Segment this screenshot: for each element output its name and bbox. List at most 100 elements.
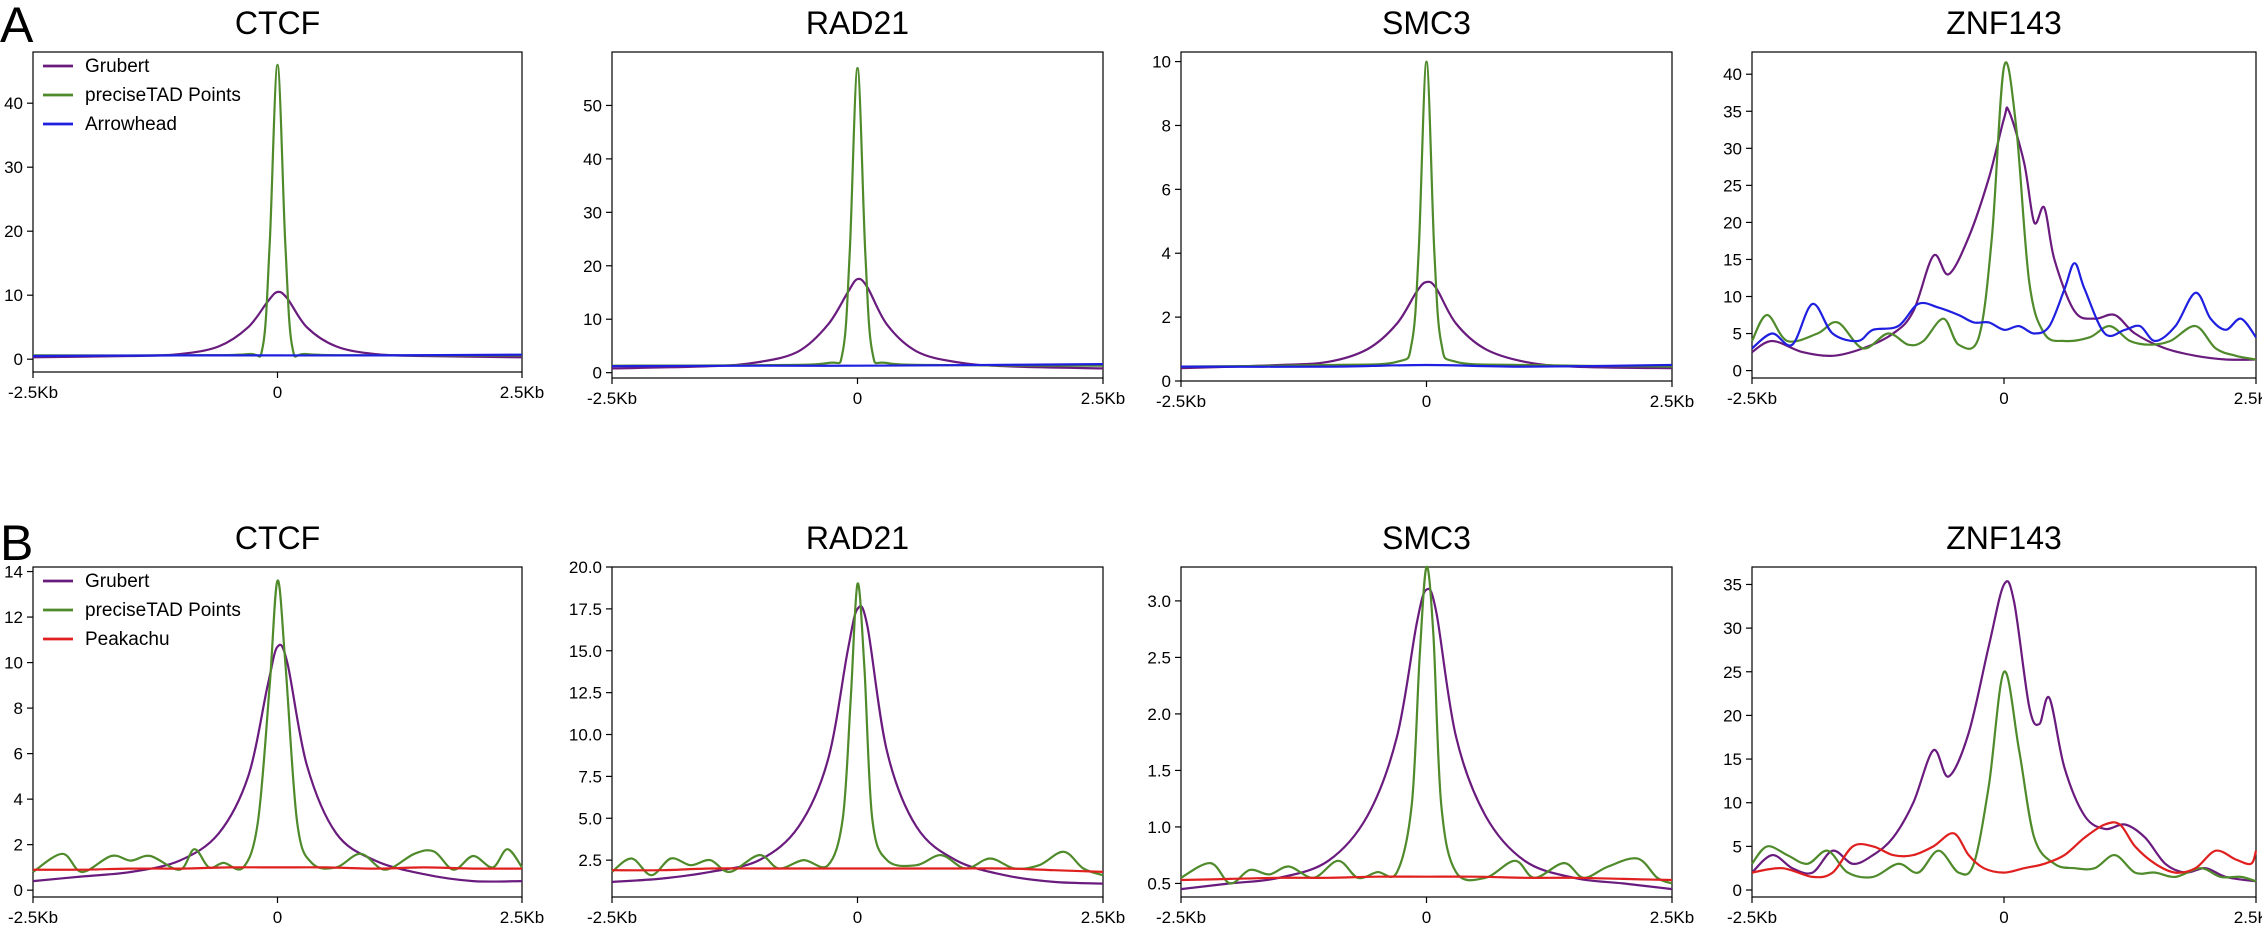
plot-a-znf143-ytick-label: 15 bbox=[1723, 250, 1742, 269]
plot-b-smc3-ytick-label: 1.0 bbox=[1147, 818, 1171, 837]
plot-a-rad21-series-grubert bbox=[611, 277, 1104, 370]
legend-label-precisetad-points: preciseTAD Points bbox=[85, 85, 241, 106]
plot-b-rad21-xtick-label: 2.5Kb bbox=[1081, 908, 1125, 927]
plot-a-ctcf-series-precisetad-points bbox=[32, 63, 523, 358]
plot-b-rad21-frame bbox=[611, 566, 1104, 898]
plot-a-smc3-ytick-label: 4 bbox=[1162, 244, 1171, 263]
plot-b-rad21-series-grubert bbox=[611, 604, 1104, 885]
plot-a-rad21-xtick-label: -2.5Kb bbox=[587, 389, 637, 408]
plot-b-smc3-frame bbox=[1180, 566, 1673, 898]
plot-b-rad21-ytick-label: 10.0 bbox=[569, 726, 602, 745]
plot-b-rad21-ytick-label: 5.0 bbox=[578, 809, 602, 828]
plot-a-znf143-ytick-label: 30 bbox=[1723, 139, 1742, 158]
plot-b-znf143-ytick-label: 35 bbox=[1723, 575, 1742, 594]
plot-b-znf143-ytick-label: 0 bbox=[1733, 881, 1742, 900]
plot-a-rad21-ytick-label: 0 bbox=[593, 364, 602, 383]
plot-a-smc3-xtick-label: -2.5Kb bbox=[1156, 392, 1206, 411]
plot-a-ctcf-ytick-label: 40 bbox=[4, 94, 23, 113]
plot-a-ctcf-ytick-label: 20 bbox=[4, 222, 23, 241]
plot-a-ctcf: CTCF 0 10 20 30 40 -2.5Kb 0 2.5Kb Grubert preciseT… bbox=[4, 5, 544, 402]
plot-b-ctcf-xtick-label: 0 bbox=[273, 908, 282, 927]
plot-b-ctcf-series-peakachu bbox=[32, 866, 523, 871]
plot-a-smc3-ytick-label: 6 bbox=[1162, 180, 1171, 199]
plot-a-smc3-series-precisetad-points bbox=[1180, 60, 1673, 368]
plot-b-smc3-xtick-label: 2.5Kb bbox=[1650, 908, 1694, 927]
plot-b-znf143-ytick-label: 30 bbox=[1723, 619, 1742, 638]
plot-a-smc3-frame bbox=[1180, 51, 1673, 382]
plot-a-rad21-title: RAD21 bbox=[806, 5, 909, 41]
plot-a-ctcf-series-arrowhead bbox=[32, 353, 523, 358]
plot-a-rad21-ytick-label: 50 bbox=[583, 96, 602, 115]
plot-b-rad21-ytick-label: 12.5 bbox=[569, 684, 602, 703]
plot-a-ctcf-title: CTCF bbox=[235, 5, 320, 41]
plot-a-ctcf-ytick-label: 10 bbox=[4, 286, 23, 305]
plot-a-znf143-ytick-label: 5 bbox=[1733, 325, 1742, 344]
plot-b-znf143-series-grubert bbox=[1751, 580, 2257, 883]
plot-b-smc3: SMC3 0.5 1.0 1.5 2.0 2.5 3.0 -2.5Kb 0 2.5Kb bbox=[1147, 520, 1694, 927]
legend-label-precisetad-points: preciseTAD Points bbox=[85, 600, 241, 621]
plot-a-rad21-frame bbox=[611, 51, 1104, 379]
plot-b-ctcf-title: CTCF bbox=[235, 520, 320, 556]
plot-b-ctcf-ytick-label: 8 bbox=[14, 699, 23, 718]
plot-a-smc3-series-arrowhead bbox=[1180, 363, 1673, 368]
plot-a-rad21-ytick-label: 30 bbox=[583, 203, 602, 222]
plot-b-znf143-xtick-label: -2.5Kb bbox=[1727, 908, 1777, 927]
plot-a-rad21: RAD21 0 10 20 30 40 50 -2.5Kb 0 2.5Kb bbox=[583, 5, 1125, 408]
plot-a-ctcf-series-grubert bbox=[32, 290, 523, 359]
plot-b-rad21-ytick-label: 15.0 bbox=[569, 642, 602, 661]
plot-a-ctcf-xtick-label: -2.5Kb bbox=[8, 383, 58, 402]
plot-a-znf143: ZNF143 0 5 10 15 20 25 30 35 40 -2.5Kb 0 2.5Kb bbox=[1723, 5, 2262, 408]
plot-b-ctcf-ytick-label: 0 bbox=[14, 881, 23, 900]
plot-a-ctcf-ytick-label: 0 bbox=[14, 350, 23, 369]
plot-b-znf143-series-precisetad-points bbox=[1751, 670, 2257, 883]
plot-b-rad21-xtick-label: -2.5Kb bbox=[587, 908, 637, 927]
plot-b-rad21-series-peakachu bbox=[611, 867, 1104, 873]
plot-a-smc3-series-grubert bbox=[1180, 280, 1673, 370]
plot-b-znf143-ytick-label: 25 bbox=[1723, 663, 1742, 682]
plot-a-znf143-xtick-label: 2.5Kb bbox=[2234, 389, 2262, 408]
plot-b-smc3-ytick-label: 0.5 bbox=[1147, 874, 1171, 893]
plot-b-rad21-series-precisetad-points bbox=[611, 582, 1104, 877]
plot-a-znf143-ytick-label: 25 bbox=[1723, 176, 1742, 195]
plot-b-smc3-xtick-label: 0 bbox=[1422, 908, 1431, 927]
plot-a-znf143-ytick-label: 10 bbox=[1723, 288, 1742, 307]
plot-b-znf143-ytick-label: 10 bbox=[1723, 794, 1742, 813]
plot-b-smc3-series-precisetad-points bbox=[1180, 565, 1673, 885]
plot-a-znf143-ytick-label: 40 bbox=[1723, 65, 1742, 84]
plot-a-smc3-ytick-label: 10 bbox=[1152, 53, 1171, 72]
plot-a-rad21-series-precisetad-points bbox=[611, 66, 1104, 367]
plot-a-smc3-ytick-label: 8 bbox=[1162, 116, 1171, 135]
plot-b-smc3-series-grubert bbox=[1180, 587, 1673, 891]
plot-b-znf143-series-peakachu bbox=[1751, 821, 2258, 879]
plot-b-ctcf-ytick-label: 6 bbox=[14, 745, 23, 764]
plot-a-ctcf-xtick-label: 0 bbox=[273, 383, 282, 402]
plot-a-rad21-ytick-label: 40 bbox=[583, 150, 602, 169]
plot-a-znf143-xtick-label: 0 bbox=[1999, 389, 2008, 408]
plot-a-znf143-title: ZNF143 bbox=[1946, 5, 2062, 41]
plot-b-znf143-frame bbox=[1751, 566, 2257, 898]
plot-b-rad21-xtick-label: 0 bbox=[853, 908, 862, 927]
plot-b-ctcf-ytick-label: 2 bbox=[14, 836, 23, 855]
plot-b-znf143-xtick-label: 0 bbox=[1999, 908, 2008, 927]
plot-a-rad21-xtick-label: 0 bbox=[853, 389, 862, 408]
plot-b-ctcf-ytick-label: 12 bbox=[4, 608, 23, 627]
plot-b-ctcf-series-precisetad-points bbox=[32, 579, 523, 874]
plot-b-rad21-ytick-label: 17.5 bbox=[569, 600, 602, 619]
panel-label-a: A bbox=[0, 0, 34, 53]
plot-b-smc3-ytick-label: 1.5 bbox=[1147, 761, 1171, 780]
plot-b-rad21-ytick-label: 2.5 bbox=[578, 851, 602, 870]
plot-a-znf143-ytick-label: 35 bbox=[1723, 102, 1742, 121]
plot-b-rad21-ytick-label: 7.5 bbox=[578, 767, 602, 786]
plot-b-ctcf-ytick-label: 14 bbox=[4, 563, 23, 582]
legend-label-peakachu: Peakachu bbox=[85, 629, 170, 650]
plot-b-ctcf: CTCF 0 2 4 6 8 10 12 14 -2.5Kb 0 2.5Kb Grubert precis… bbox=[4, 520, 544, 927]
plot-b-rad21: RAD21 2.5 5.0 7.5 10.0 12.5 15.0 17.5 20.0 -2.5Kb… bbox=[569, 520, 1125, 927]
plot-a-ctcf-ytick-label: 30 bbox=[4, 158, 23, 177]
plot-b-ctcf-ytick-label: 10 bbox=[4, 654, 23, 673]
plot-b-znf143: ZNF143 0 5 10 15 20 25 30 35 -2.5Kb 0 2.5Kb bbox=[1723, 520, 2262, 927]
plot-b-rad21-title: RAD21 bbox=[806, 520, 909, 556]
plot-a-znf143-series-arrowhead bbox=[1751, 262, 2257, 350]
